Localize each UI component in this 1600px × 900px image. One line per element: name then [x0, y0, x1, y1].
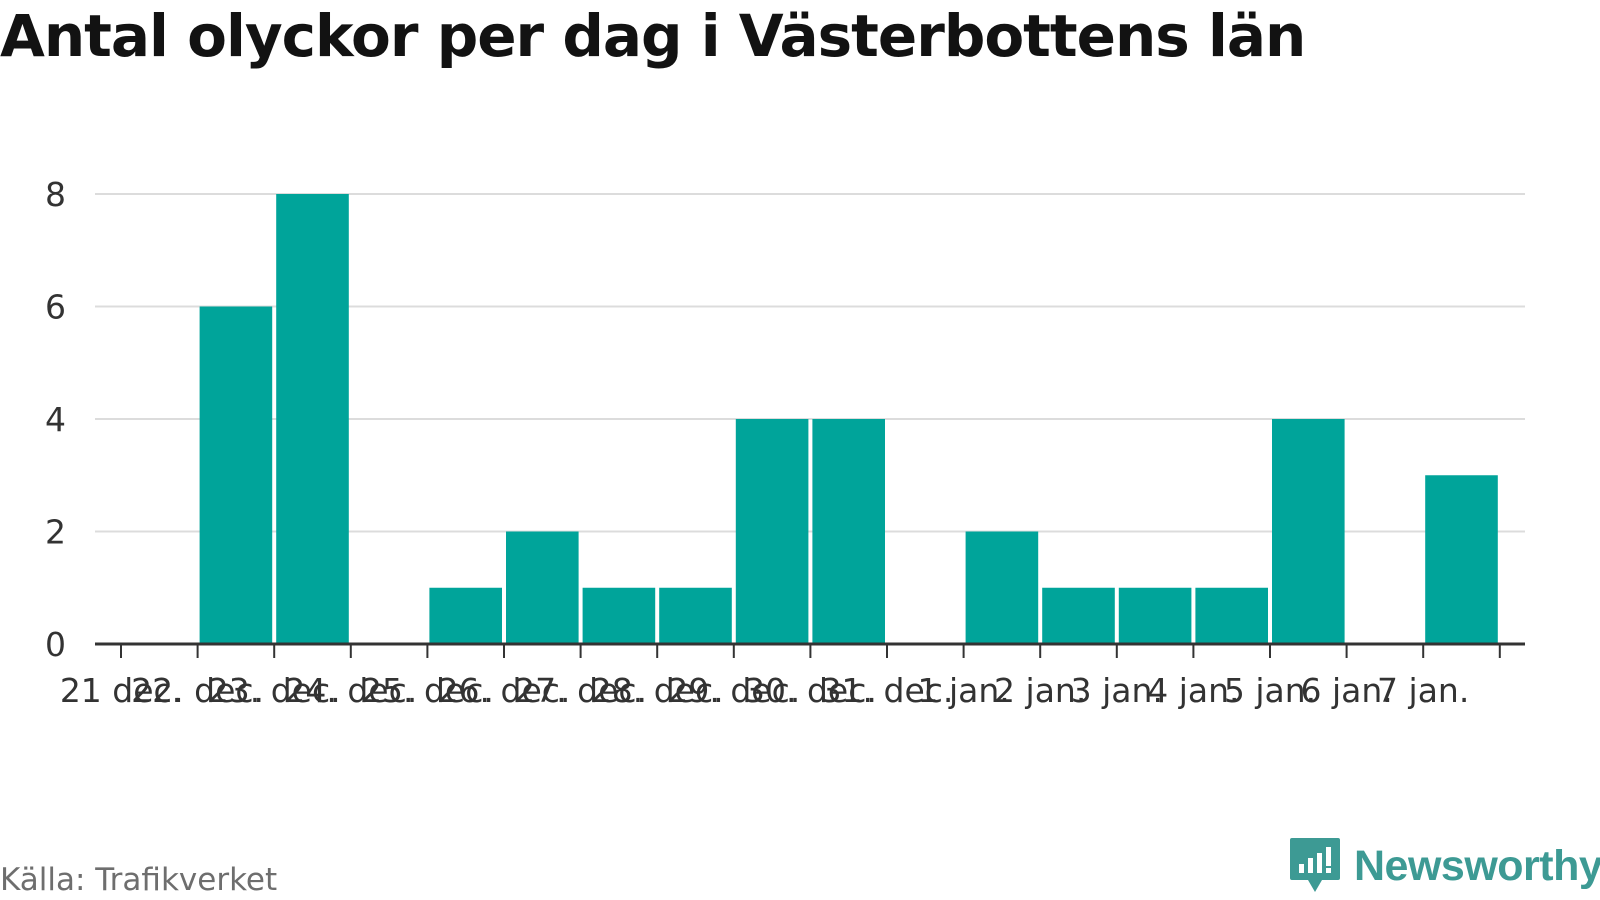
x-tick-label: 23. dec.: [208, 671, 341, 710]
x-tick-label: 26. dec.: [438, 671, 571, 710]
bar: [199, 306, 273, 644]
bar: [1195, 587, 1268, 644]
bar: [1042, 587, 1115, 644]
x-tick-label: 6 jan.: [1300, 671, 1392, 710]
y-tick-label: 8: [45, 175, 66, 214]
bar: [1118, 587, 1192, 644]
x-tick-label: 30. dec.: [744, 671, 877, 710]
x-axis: [95, 642, 1525, 658]
x-tick-label: 5 jan.: [1224, 671, 1316, 710]
x-tick-label: 27. dec.: [514, 671, 647, 710]
y-tick-label: 0: [45, 625, 66, 664]
bar: [429, 587, 502, 644]
x-tick-label: 2 jan.: [994, 671, 1086, 710]
x-tick-label: 1 jan.: [917, 671, 1009, 710]
y-tick-label: 2: [45, 513, 66, 552]
newsworthy-logo-icon: [1290, 838, 1340, 892]
x-tick-label: 4 jan.: [1147, 671, 1239, 710]
bar: [1272, 419, 1345, 644]
x-tick-label: 24. dec.: [284, 671, 417, 710]
bar: [659, 587, 732, 644]
y-axis-ticks: 0 2 4 6 8: [45, 175, 66, 664]
y-tick-label: 4: [45, 400, 66, 439]
brand-name: Newsworthy: [1354, 841, 1600, 890]
bars: [199, 194, 1498, 644]
x-tick-label: 28. dec.: [591, 671, 724, 710]
source-note: Källa: Trafikverket: [0, 862, 278, 898]
bar: [965, 531, 1039, 644]
bar: [506, 531, 579, 644]
bar: [735, 419, 809, 644]
y-tick-label: 6: [45, 288, 66, 327]
x-tick-label: 22. dec.: [131, 671, 264, 710]
x-tick-label: 31. dec.: [821, 671, 954, 710]
x-tick-label: 29. dec.: [667, 671, 800, 710]
chart-title: Antal olyckor per dag i Västerbottens lä…: [0, 2, 1306, 70]
bar: [582, 587, 656, 644]
x-tick-label: 25. dec.: [361, 671, 494, 710]
x-tick-label: 7 jan.: [1377, 671, 1469, 710]
x-tick-label: 3 jan.: [1071, 671, 1163, 710]
bar: [812, 419, 885, 644]
x-axis-ticks: 21 dec.22. dec.23. dec.24. dec.25. dec.2…: [60, 671, 1470, 710]
bar-chart: 0 2 4 6 8 21 dec.22. dec.23. dec.24. dec.25.…: [45, 175, 1525, 710]
bar: [276, 194, 349, 644]
bar: [1425, 475, 1498, 644]
brand-logo: Newsworthy: [1288, 836, 1600, 896]
x-tick-label: 21 dec.: [60, 671, 182, 710]
